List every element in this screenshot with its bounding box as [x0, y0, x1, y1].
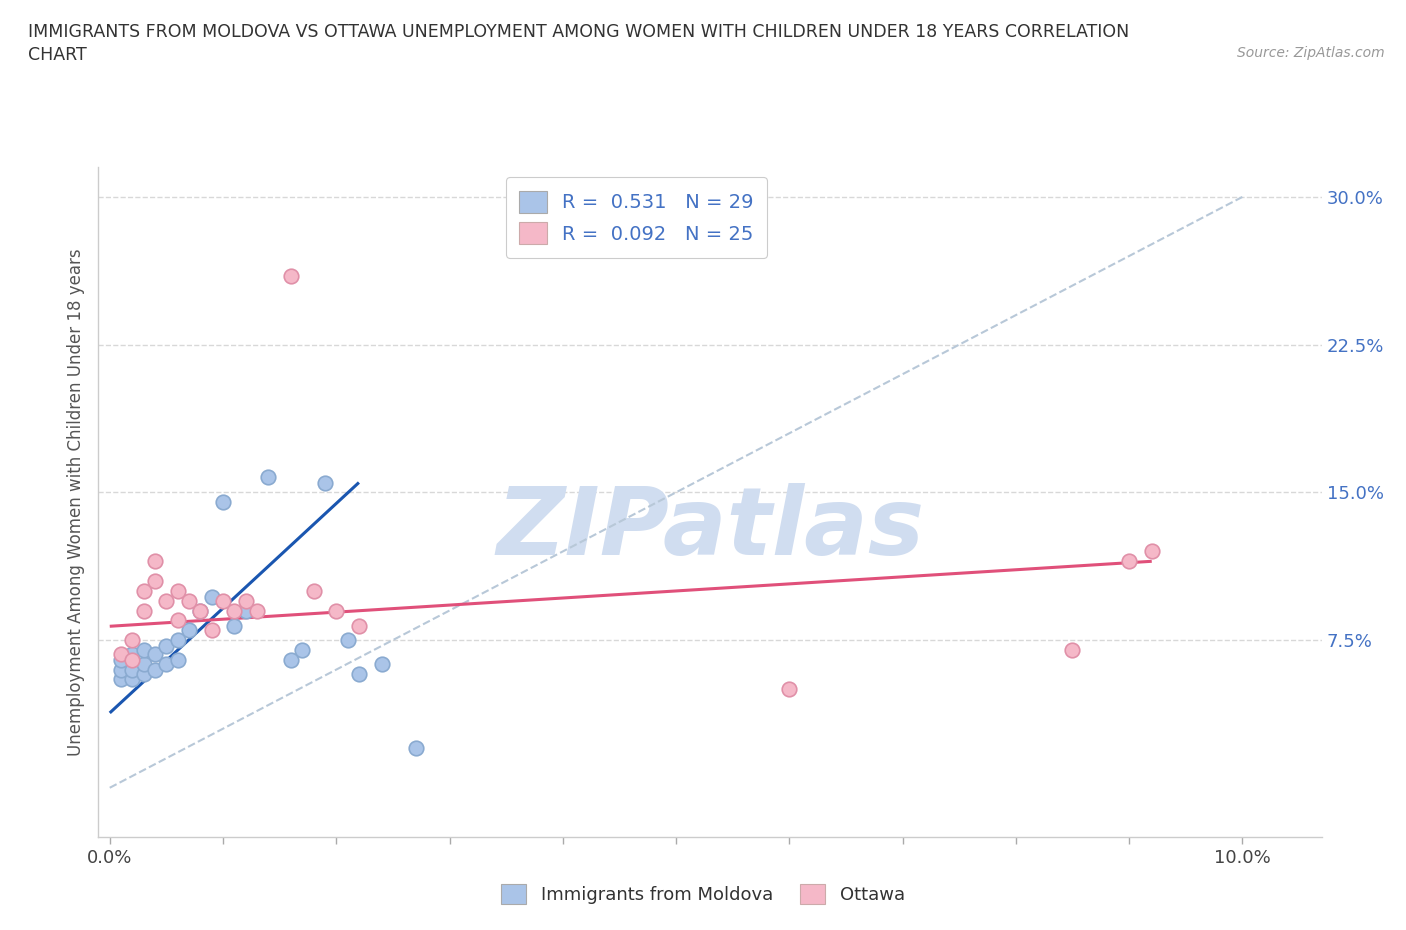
Point [336, 632, 359, 647]
Point [188, 603, 212, 618]
Point [143, 662, 166, 677]
Point [110, 672, 132, 687]
Point [132, 603, 155, 618]
Point [212, 593, 235, 608]
Point [325, 603, 347, 618]
Point [155, 639, 177, 654]
Point [347, 666, 370, 681]
Legend: Immigrants from Moldova, Ottawa: Immigrants from Moldova, Ottawa [494, 876, 912, 911]
Point [1062, 643, 1084, 658]
Point [314, 475, 336, 490]
Point [280, 268, 302, 283]
Point [121, 632, 143, 647]
Point [110, 662, 132, 677]
Point [370, 657, 392, 671]
Point [201, 590, 224, 604]
Point [302, 583, 325, 598]
Point [347, 618, 370, 633]
Point [280, 652, 302, 667]
Text: ZIPatlas: ZIPatlas [496, 483, 924, 575]
Point [235, 603, 257, 618]
Point [405, 741, 427, 756]
Point [143, 554, 166, 569]
Point [246, 603, 269, 618]
Point [257, 469, 280, 484]
Legend: R =  0.531   N = 29, R =  0.092   N = 25: R = 0.531 N = 29, R = 0.092 N = 25 [506, 177, 768, 258]
Point [143, 646, 166, 661]
Point [1140, 544, 1163, 559]
Text: Source: ZipAtlas.com: Source: ZipAtlas.com [1237, 46, 1385, 60]
Point [121, 672, 143, 687]
Point [166, 613, 188, 628]
Point [291, 643, 314, 658]
Point [1118, 554, 1140, 569]
Point [778, 682, 800, 697]
Point [212, 495, 235, 510]
Point [155, 593, 177, 608]
Point [155, 657, 177, 671]
Point [110, 652, 132, 667]
Point [132, 666, 155, 681]
Point [143, 574, 166, 589]
Point [177, 593, 200, 608]
Point [121, 646, 143, 661]
Point [121, 662, 143, 677]
Point [166, 652, 188, 667]
Point [166, 632, 188, 647]
Point [121, 652, 143, 667]
Point [188, 603, 212, 618]
Point [235, 593, 257, 608]
Point [166, 583, 188, 598]
Point [201, 623, 224, 638]
Point [224, 618, 246, 633]
Y-axis label: Unemployment Among Women with Children Under 18 years: Unemployment Among Women with Children U… [67, 248, 86, 756]
Text: IMMIGRANTS FROM MOLDOVA VS OTTAWA UNEMPLOYMENT AMONG WOMEN WITH CHILDREN UNDER 1: IMMIGRANTS FROM MOLDOVA VS OTTAWA UNEMPL… [28, 23, 1129, 41]
Text: CHART: CHART [28, 46, 87, 64]
Point [132, 643, 155, 658]
Point [177, 623, 200, 638]
Point [132, 583, 155, 598]
Point [110, 646, 132, 661]
Point [132, 657, 155, 671]
Point [224, 603, 246, 618]
